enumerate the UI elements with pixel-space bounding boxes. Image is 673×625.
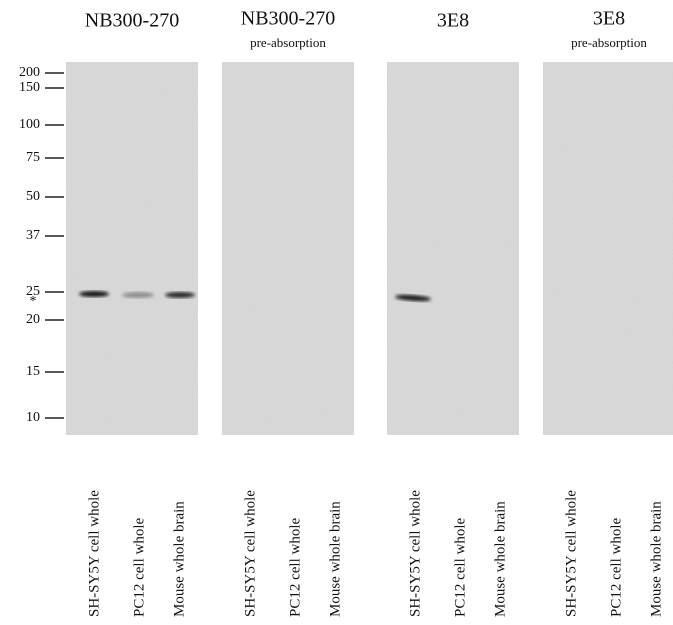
lane-label: PC12 cell whole bbox=[287, 518, 303, 617]
marker-label: 20 bbox=[26, 312, 40, 327]
lane-label: SH-SY5Y cell whole bbox=[563, 490, 579, 617]
marker-label: 15 bbox=[26, 364, 40, 379]
blot-grain bbox=[387, 62, 519, 435]
panel-title: NB300-270 bbox=[85, 10, 179, 32]
lane-label: Mouse whole brain bbox=[492, 501, 508, 617]
asterisk: * bbox=[30, 294, 37, 309]
marker-label: 75 bbox=[26, 150, 40, 165]
marker-label: 10 bbox=[26, 410, 40, 425]
band bbox=[122, 292, 154, 298]
lane-label: Mouse whole brain bbox=[327, 501, 343, 617]
marker-label: 150 bbox=[19, 80, 40, 95]
marker-label: 37 bbox=[26, 228, 40, 243]
marker-label: 25 bbox=[26, 284, 40, 299]
panel-title: 3E8 bbox=[593, 8, 625, 30]
band bbox=[79, 291, 109, 297]
blot-grain bbox=[66, 62, 198, 435]
band bbox=[395, 294, 431, 302]
lane-label: SH-SY5Y cell whole bbox=[242, 490, 258, 617]
blot-grain bbox=[222, 62, 354, 435]
panel-title: NB300-270 bbox=[241, 8, 335, 30]
lane-label: SH-SY5Y cell whole bbox=[86, 490, 102, 617]
lane-label: Mouse whole brain bbox=[171, 501, 187, 617]
panel-title: 3E8 bbox=[437, 10, 469, 32]
panel-subtitle: pre-absorption bbox=[250, 35, 326, 50]
lane-label: Mouse whole brain bbox=[648, 501, 664, 617]
marker-label: 50 bbox=[26, 189, 40, 204]
blot-grain bbox=[543, 62, 673, 435]
marker-label: 100 bbox=[19, 117, 40, 132]
lane-label: PC12 cell whole bbox=[131, 518, 147, 617]
marker-label: 200 bbox=[19, 65, 40, 80]
band bbox=[165, 292, 195, 298]
panel-subtitle: pre-absorption bbox=[571, 35, 647, 50]
lane-label: SH-SY5Y cell whole bbox=[407, 490, 423, 617]
lane-label: PC12 cell whole bbox=[608, 518, 624, 617]
lane-label: PC12 cell whole bbox=[452, 518, 468, 617]
